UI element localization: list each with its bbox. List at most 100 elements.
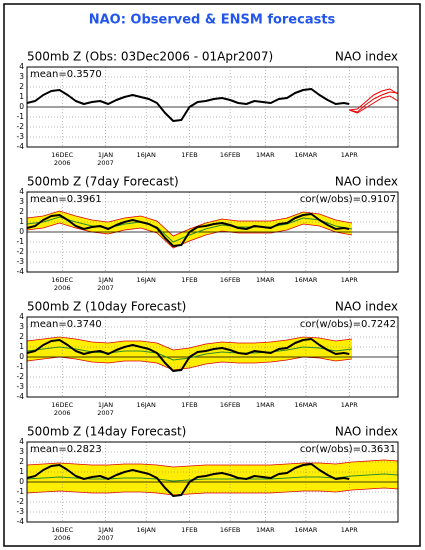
x-tick-label: 1MAR (256, 151, 275, 159)
y-tick-label: 2 (19, 207, 24, 216)
y-tick-label: -3 (17, 257, 25, 266)
x-tick-label: 16FEB (220, 526, 241, 534)
y-tick-label: -2 (17, 247, 25, 256)
x-tick-label: 16FEB (220, 401, 241, 409)
y-tick-label: 0 (19, 352, 24, 361)
frame (3, 3, 421, 547)
x-tick-label: 1JAN 2007 (97, 401, 114, 417)
x-tick-label: 1MAR (256, 276, 275, 284)
panel-title: 500mb Z (Obs: 03Dec2006 - 01Apr2007) (27, 50, 273, 64)
y-tick-label: 2 (19, 457, 24, 466)
x-tick-label: 1JAN 2007 (97, 526, 114, 542)
y-tick-label: -2 (17, 372, 25, 381)
panel-title: 500mb Z (10day Forecast) (27, 300, 186, 314)
mean-label: mean=0.2823 (30, 444, 102, 455)
y-tick-label: -3 (17, 382, 25, 391)
series-line (26, 463, 350, 497)
x-tick-label: 1APR (341, 401, 359, 409)
y-tick-label: 4 (19, 437, 24, 446)
cor-label: cor(w/obs)=0.9107 (300, 194, 396, 205)
x-tick-label: 1APR (341, 151, 359, 159)
spread-band (27, 460, 398, 495)
panel-title: 500mb Z (14day Forecast) (27, 425, 186, 439)
panel-title: 500mb Z (7day Forecast) (27, 175, 179, 189)
y-tick-label: 1 (19, 467, 24, 476)
y-tick-label: 3 (19, 447, 24, 456)
x-tick-label: 16DEC 2006 (51, 401, 73, 417)
cor-label: cor(w/obs)=0.3631 (300, 444, 396, 455)
x-tick-label: 16MAR (295, 526, 318, 534)
spread-band (27, 211, 352, 248)
x-tick-label: 1JAN 2007 (97, 151, 114, 167)
series-line (349, 91, 399, 113)
mean-label: mean=0.3961 (30, 194, 102, 205)
y-tick-label: -4 (17, 392, 25, 401)
y-tick-label: -4 (17, 142, 25, 151)
y-tick-label: -3 (17, 507, 25, 516)
x-tick-label: 16DEC 2006 (51, 151, 73, 167)
index-label: NAO index (335, 300, 398, 314)
x-tick-label: 1JAN 2007 (97, 276, 114, 292)
x-tick-label: 1MAR (256, 526, 275, 534)
series-line (26, 213, 350, 247)
x-tick-label: 16JAN (136, 276, 156, 284)
y-tick-label: -1 (17, 362, 25, 371)
y-tick-label: -1 (17, 487, 25, 496)
plot-frame (26, 66, 399, 148)
y-tick-label: 3 (19, 197, 24, 206)
band-edge (26, 459, 399, 468)
series-line (26, 338, 350, 372)
y-tick-label: -4 (17, 517, 25, 526)
band-edge (26, 487, 399, 496)
series-line (26, 216, 353, 243)
series-line (349, 88, 399, 111)
x-tick-label: 16JAN (136, 151, 156, 159)
plot-frame (26, 441, 399, 523)
y-tick-label: -1 (17, 112, 25, 121)
x-tick-label: 16JAN (136, 401, 156, 409)
y-tick-label: -1 (17, 237, 25, 246)
y-tick-label: 0 (19, 477, 24, 486)
y-tick-label: 2 (19, 82, 24, 91)
y-tick-label: 4 (19, 312, 24, 321)
plot-frame (26, 316, 399, 398)
y-tick-label: 3 (19, 72, 24, 81)
x-tick-label: 1FEB (181, 151, 197, 159)
series-line (349, 95, 399, 114)
y-tick-label: 0 (19, 102, 24, 111)
y-tick-label: 3 (19, 322, 24, 331)
page-title: NAO: Observed & ENSM forecasts (89, 13, 336, 28)
y-tick-label: -4 (17, 267, 25, 276)
y-tick-label: 1 (19, 342, 24, 351)
x-tick-label: 16MAR (295, 401, 318, 409)
x-tick-label: 16FEB (220, 276, 241, 284)
y-tick-label: -3 (17, 132, 25, 141)
x-tick-label: 1APR (341, 276, 359, 284)
series-line (26, 88, 350, 122)
y-tick-label: -2 (17, 122, 25, 131)
x-tick-label: 16JAN (136, 526, 156, 534)
x-tick-label: 16MAR (295, 151, 318, 159)
index-label: NAO index (335, 425, 398, 439)
y-tick-label: 1 (19, 217, 24, 226)
plot-frame (26, 191, 399, 273)
y-tick-label: 4 (19, 187, 24, 196)
y-tick-label: 1 (19, 92, 24, 101)
x-tick-label: 16DEC 2006 (51, 526, 73, 542)
index-label: NAO index (335, 50, 398, 64)
x-tick-label: 1MAR (256, 401, 275, 409)
y-tick-label: 2 (19, 332, 24, 341)
x-tick-label: 1FEB (181, 526, 197, 534)
x-tick-label: 1FEB (181, 401, 197, 409)
y-tick-label: 4 (19, 62, 24, 71)
index-label: NAO index (335, 175, 398, 189)
mean-label: mean=0.3570 (30, 69, 102, 80)
x-tick-label: 16FEB (220, 151, 241, 159)
x-tick-label: 16MAR (295, 276, 318, 284)
y-tick-label: 0 (19, 227, 24, 236)
cor-label: cor(w/obs)=0.7242 (300, 319, 396, 330)
mean-label: mean=0.3740 (30, 319, 102, 330)
x-tick-label: 16DEC 2006 (51, 276, 73, 292)
x-tick-label: 1APR (341, 526, 359, 534)
